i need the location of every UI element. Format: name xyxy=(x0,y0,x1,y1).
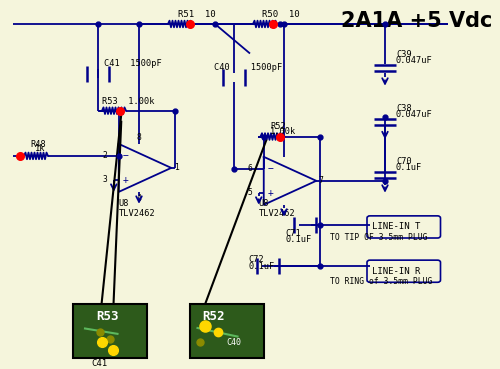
Text: TO TIP OF 3.5mm PLUG: TO TIP OF 3.5mm PLUG xyxy=(330,233,428,242)
Text: 7: 7 xyxy=(319,176,324,185)
Text: LINE-IN T: LINE-IN T xyxy=(372,223,421,231)
Text: R51  10: R51 10 xyxy=(178,10,215,19)
Text: +: + xyxy=(123,175,128,185)
Text: 0.1uF: 0.1uF xyxy=(248,262,275,271)
Text: C40: C40 xyxy=(226,338,241,348)
Text: C38: C38 xyxy=(396,104,412,113)
Text: 5: 5 xyxy=(248,188,252,197)
Text: 1: 1 xyxy=(174,163,178,172)
Text: 0.1uF: 0.1uF xyxy=(285,235,311,244)
Bar xyxy=(72,304,146,358)
Text: R50  10: R50 10 xyxy=(262,10,300,19)
FancyBboxPatch shape xyxy=(367,260,440,282)
Text: −: − xyxy=(268,164,274,174)
Text: TLV2462: TLV2462 xyxy=(259,209,296,218)
Text: 1.00k: 1.00k xyxy=(270,127,296,136)
Text: C71: C71 xyxy=(285,229,301,238)
Text: TLV2462: TLV2462 xyxy=(119,209,156,218)
FancyBboxPatch shape xyxy=(367,216,440,238)
Text: C72: C72 xyxy=(248,255,264,264)
Text: LINE-IN R: LINE-IN R xyxy=(372,267,421,276)
Text: 8: 8 xyxy=(136,133,141,142)
Text: 1k: 1k xyxy=(35,144,45,153)
Text: 2: 2 xyxy=(103,151,108,161)
Text: C40    1500pF: C40 1500pF xyxy=(214,63,282,72)
Bar xyxy=(190,304,264,358)
Text: 0.047uF: 0.047uF xyxy=(396,56,433,65)
Text: R52: R52 xyxy=(202,310,225,323)
Text: 4: 4 xyxy=(136,194,141,203)
Text: C41: C41 xyxy=(91,359,107,368)
Text: R53: R53 xyxy=(96,310,119,323)
Text: C70: C70 xyxy=(396,157,412,166)
Text: R48: R48 xyxy=(30,139,46,148)
Text: 0.1uF: 0.1uF xyxy=(396,163,422,172)
Text: 2A1A +5 Vdc: 2A1A +5 Vdc xyxy=(341,11,492,31)
Text: 3: 3 xyxy=(103,175,108,184)
Text: U8: U8 xyxy=(119,200,129,208)
Text: R53  1.00k: R53 1.00k xyxy=(102,97,154,106)
Text: C41  1500pF: C41 1500pF xyxy=(104,59,161,68)
Text: +: + xyxy=(268,188,274,198)
Text: −: − xyxy=(123,151,128,161)
Text: 6: 6 xyxy=(248,164,252,173)
Text: R52: R52 xyxy=(270,122,286,131)
Text: 0.047uF: 0.047uF xyxy=(396,110,433,119)
Text: U8: U8 xyxy=(259,200,269,208)
Text: TO RING of 3.5mm PLUG: TO RING of 3.5mm PLUG xyxy=(330,277,432,286)
Text: C39: C39 xyxy=(396,50,412,59)
